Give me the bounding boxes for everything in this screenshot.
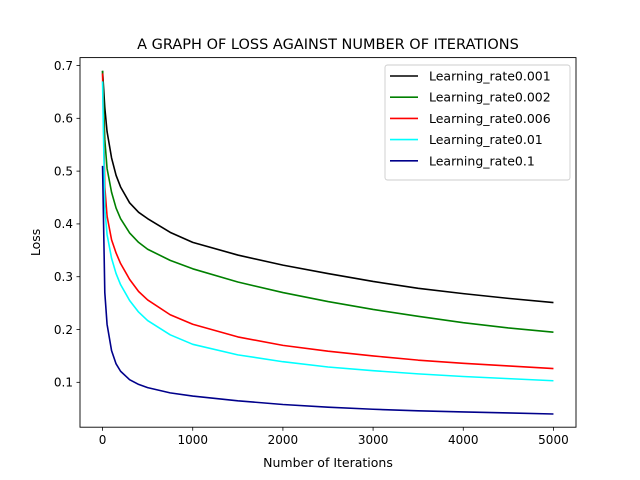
y-tick-label: 0.4 [54,217,73,231]
series-line-5 [101,165,554,415]
legend-label: Learning_rate0.01 [429,132,543,147]
y-axis: 0.1 0.2 0.3 0.4 0.5 0.6 0.7 [54,59,80,390]
x-axis: 0 1000 2000 3000 4000 5000 [99,427,569,447]
legend-label: Learning_rate0.001 [429,69,551,84]
x-tick-label: 0 [99,433,107,447]
y-tick-label: 0.1 [54,376,73,390]
y-tick-label: 0.7 [54,59,73,73]
legend-label: Learning_rate0.006 [429,111,551,126]
x-tick-label: 4000 [448,433,479,447]
series-layer [101,70,554,415]
chart-title: A GRAPH OF LOSS AGAINST NUMBER OF ITERAT… [137,37,519,53]
series-line-2 [101,70,554,333]
legend-label: Learning_rate0.002 [429,90,551,105]
legend-box [384,64,571,181]
y-tick-label: 0.3 [54,270,73,284]
plot-frame [79,57,577,428]
y-axis-label: Loss [28,229,43,256]
y-tick-label: 0.5 [54,164,73,178]
x-tick-label: 3000 [358,433,389,447]
x-axis-label: Number of Iterations [263,455,393,470]
y-tick-label: 0.2 [54,323,73,337]
series-line-1 [101,70,554,304]
series-line-3 [101,73,554,370]
legend-label: Learning_rate0.1 [429,153,535,168]
series-line-4 [101,81,554,382]
x-tick-label: 1000 [177,433,208,447]
x-tick-label: 5000 [538,433,569,447]
legend: Learning_rate0.001 Learning_rate0.002 Lear… [384,64,571,181]
y-tick-label: 0.6 [54,112,73,126]
x-tick-label: 2000 [268,433,299,447]
